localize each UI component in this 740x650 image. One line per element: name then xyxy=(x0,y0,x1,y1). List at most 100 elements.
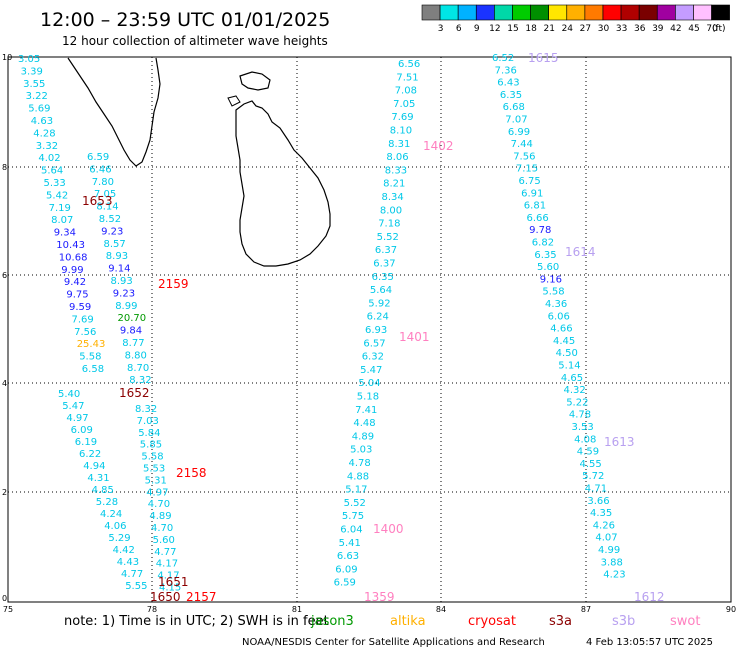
pass-label: 1653 xyxy=(82,194,113,208)
legend-tick-label: 24 xyxy=(562,24,574,34)
wave-height-value: 3.55 xyxy=(23,79,45,90)
wave-height-value: 6.46 xyxy=(89,164,111,175)
satellite-key-swot: swot xyxy=(670,614,700,629)
wave-height-value: 6.09 xyxy=(71,425,93,436)
wave-height-value: 4.36 xyxy=(545,299,567,310)
wave-height-value: 3.22 xyxy=(26,91,48,102)
wave-height-value: 3.05 xyxy=(18,54,40,65)
wave-height-value: 8.00 xyxy=(380,205,402,216)
wave-height-value: 6.06 xyxy=(548,311,570,322)
wave-height-value: 6.68 xyxy=(503,102,525,113)
wave-height-value: 8.99 xyxy=(115,301,137,312)
legend-tick-label: 30 xyxy=(598,24,610,34)
satellite-key-altika: altika xyxy=(390,614,426,629)
color-legend: 3 6 9 12 15 18 21 24 27 30 33 36 39 42 45 70(ft) xyxy=(421,4,730,34)
wave-height-value: 5.75 xyxy=(342,511,364,522)
wave-height-value: 3.66 xyxy=(587,496,609,507)
wave-height-value: 7.36 xyxy=(495,65,517,76)
wave-height-value: 4.42 xyxy=(113,545,135,556)
legend-swatch xyxy=(620,4,640,21)
wave-height-value: 4.70 xyxy=(148,499,170,510)
wave-height-value: 5.03 xyxy=(350,445,372,456)
pass-label: 1614 xyxy=(565,245,596,259)
pass-label: 1613 xyxy=(604,435,635,449)
footer-credit: NOAA/NESDIS Center for Satellite Applica… xyxy=(242,637,545,648)
x-tick-label: 84 xyxy=(436,605,446,614)
x-tick-label: 78 xyxy=(147,605,157,614)
mannar-coast xyxy=(227,95,241,107)
wave-height-value: 4.78 xyxy=(569,410,591,421)
legend-unit: (ft) xyxy=(712,24,726,34)
legend-swatch xyxy=(457,4,477,21)
wave-height-value: 8.31 xyxy=(388,139,410,150)
wave-height-value: 4.85 xyxy=(92,485,114,496)
pass-label: 1359 xyxy=(364,590,395,604)
wave-height-value: 9.78 xyxy=(529,225,551,236)
wave-height-value: 4.59 xyxy=(577,447,599,458)
map-title: 12:00 – 23:59 UTC 01/01/2025 xyxy=(40,9,330,31)
wave-height-value: 4.63 xyxy=(31,116,53,127)
wave-height-value: 5.69 xyxy=(28,104,50,115)
wave-height-value: 4.31 xyxy=(87,473,109,484)
pass-label: 1400 xyxy=(373,522,404,536)
wave-height-value: 6.99 xyxy=(508,127,530,138)
wave-height-value: 6.66 xyxy=(527,213,549,224)
y-tick-label: 0 xyxy=(2,594,7,603)
wave-height-value: 7.07 xyxy=(505,115,527,126)
wave-height-value: 4.66 xyxy=(550,324,572,335)
x-tick-label: 90 xyxy=(726,605,736,614)
wave-height-value: 5.92 xyxy=(368,298,390,309)
wave-height-value: 5.58 xyxy=(542,287,564,298)
wave-height-value: 6.19 xyxy=(75,437,97,448)
wave-height-value: 4.45 xyxy=(553,336,575,347)
legend-tick-label: 12 xyxy=(489,24,500,34)
legend-swatch xyxy=(711,4,730,21)
legend-tick-label: 45 xyxy=(688,24,699,34)
wave-height-value: 7.51 xyxy=(396,72,418,83)
wave-height-value: 5.29 xyxy=(108,533,130,544)
wave-height-value: 8.07 xyxy=(51,215,73,226)
wave-height-value: 7.69 xyxy=(391,112,413,123)
footer-note: note: 1) Time is in UTC; 2) SWH is in fe… xyxy=(64,614,329,629)
wave-height-value: 6.81 xyxy=(524,201,546,212)
legend-swatch xyxy=(494,4,513,21)
wave-height-value: 3.53 xyxy=(572,422,594,433)
wave-height-value: 4.97 xyxy=(146,487,168,498)
wave-height-value: 4.08 xyxy=(574,434,596,445)
wave-height-value: 6.58 xyxy=(82,364,104,375)
wave-height-value: 5.42 xyxy=(46,190,68,201)
wave-height-value: 6.35 xyxy=(500,90,522,101)
wave-height-value: 4.06 xyxy=(104,521,126,532)
legend-tick-label: 36 xyxy=(634,24,646,34)
legend-tick-label: 42 xyxy=(670,24,681,34)
wave-height-value: 5.04 xyxy=(358,378,380,389)
wave-height-value: 8.80 xyxy=(125,350,147,361)
wave-height-value: 5.55 xyxy=(125,581,147,592)
legend-tick-label: 9 xyxy=(474,24,480,34)
wave-height-value: 7.05 xyxy=(94,189,116,200)
wave-height-value: 9.34 xyxy=(54,228,76,239)
wave-height-value: 4.94 xyxy=(83,461,105,472)
wave-height-value: 4.43 xyxy=(117,557,139,568)
legend-swatch xyxy=(439,4,459,21)
wave-height-value: 4.07 xyxy=(595,533,617,544)
wave-height-value: 4.88 xyxy=(347,471,369,482)
wave-height-value: 6.93 xyxy=(365,325,387,336)
wave-height-value: 7.03 xyxy=(137,416,159,427)
wave-height-value: 5.58 xyxy=(79,352,101,363)
wave-height-value: 4.78 xyxy=(349,458,371,469)
legend-tick-label: 39 xyxy=(652,24,664,34)
satellite-key-cryosat: cryosat xyxy=(468,614,516,629)
wave-height-value: 6.35 xyxy=(372,272,394,283)
wave-height-value: 8.06 xyxy=(386,152,408,163)
wave-height-value: 7.08 xyxy=(395,86,417,97)
altimeter-tracks: 3.053.39 3.553.22 5.694.634.28 3.324.02 5.64… xyxy=(18,53,626,594)
legend-swatch xyxy=(693,4,712,21)
wave-height-value: 8.93 xyxy=(111,276,133,287)
wave-height-value: 4.26 xyxy=(593,520,615,531)
wave-height-value: 7.69 xyxy=(72,314,94,325)
pass-label: 1652 xyxy=(119,386,150,400)
wave-height-value: 25.43 xyxy=(77,339,106,350)
